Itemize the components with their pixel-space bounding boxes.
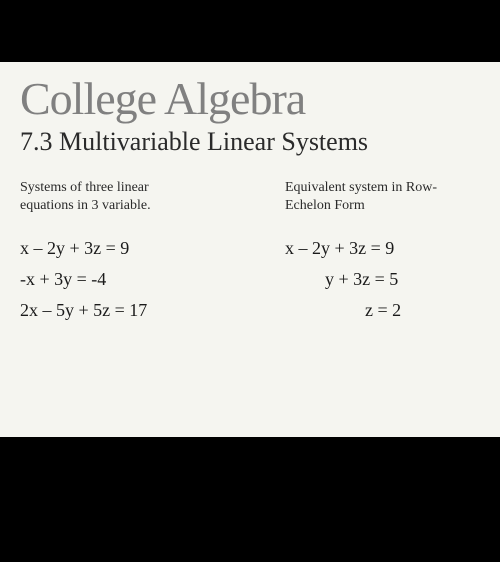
equation-line: z = 2 [285, 295, 500, 326]
right-equations: x – 2y + 3z = 9 y + 3z = 5 z = 2 [285, 233, 500, 325]
right-heading: Equivalent system in Row-Echelon Form [285, 179, 465, 215]
main-title: College Algebra [20, 72, 500, 125]
left-heading: Systems of three linear equations in 3 v… [20, 179, 200, 215]
left-column: Systems of three linear equations in 3 v… [20, 179, 235, 325]
equation-line: -x + 3y = -4 [20, 264, 235, 295]
slide-container: College Algebra 7.3 Multivariable Linear… [0, 62, 500, 437]
equation-line: x – 2y + 3z = 9 [285, 233, 500, 264]
equation-line: x – 2y + 3z = 9 [20, 233, 235, 264]
content-columns: Systems of three linear equations in 3 v… [20, 179, 500, 325]
right-column: Equivalent system in Row-Echelon Form x … [275, 179, 500, 325]
equation-line: 2x – 5y + 5z = 17 [20, 295, 235, 326]
left-equations: x – 2y + 3z = 9 -x + 3y = -4 2x – 5y + 5… [20, 233, 235, 325]
equation-line: y + 3z = 5 [285, 264, 500, 295]
sub-title: 7.3 Multivariable Linear Systems [20, 127, 500, 157]
